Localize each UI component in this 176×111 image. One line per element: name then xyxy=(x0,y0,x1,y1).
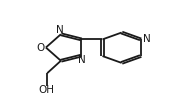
Text: OH: OH xyxy=(39,85,55,95)
Text: N: N xyxy=(143,34,150,44)
Text: N: N xyxy=(78,55,86,65)
Text: O: O xyxy=(36,43,44,53)
Text: N: N xyxy=(56,25,64,35)
